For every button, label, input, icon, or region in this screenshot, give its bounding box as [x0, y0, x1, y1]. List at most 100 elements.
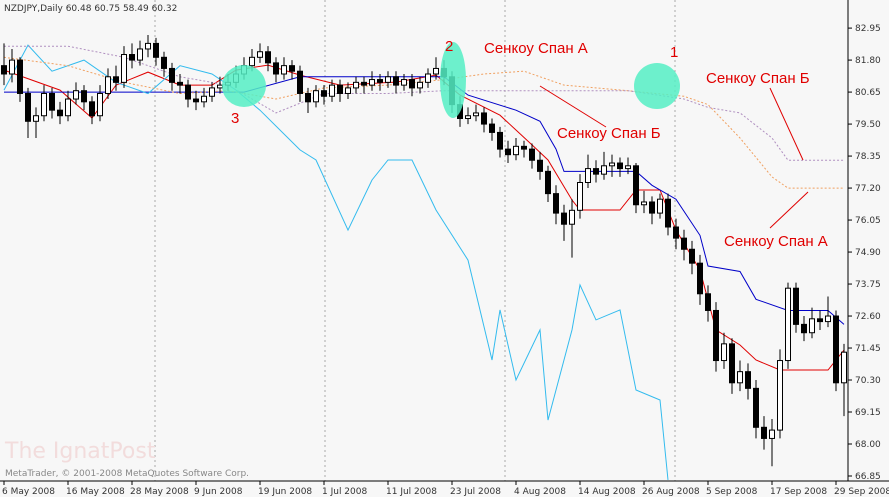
y-tick-label: 82.95	[855, 24, 881, 34]
candle-body	[497, 131, 503, 150]
y-tick-label: 81.80	[855, 56, 881, 66]
candle-body	[641, 201, 647, 206]
candle-body	[697, 262, 703, 295]
candle-body	[369, 79, 375, 86]
candle-body	[585, 168, 591, 183]
candle-body	[401, 79, 407, 86]
candle-body	[41, 92, 47, 117]
candle-body	[385, 76, 391, 83]
candle-body	[769, 429, 775, 439]
line	[3, 64, 845, 371]
candle-body	[249, 56, 255, 67]
candle-body	[561, 212, 567, 225]
candle-body	[753, 387, 759, 428]
x-tick-label: 11 Jul 2008	[386, 487, 437, 497]
candle-body	[777, 360, 783, 431]
candle-body	[73, 90, 79, 100]
candle-body	[809, 318, 815, 334]
candle-body	[793, 287, 799, 325]
candle-body	[537, 159, 543, 172]
line	[3, 56, 844, 189]
annotation: 3	[231, 110, 239, 127]
candle-body	[481, 112, 487, 125]
candle-body	[281, 65, 287, 75]
y-tick-label: 68.00	[855, 440, 881, 450]
candle-body	[649, 201, 655, 214]
x-tick-label: 29 Sep 2008	[834, 487, 889, 497]
x-tick-label: 16 May 2008	[66, 487, 125, 497]
candle-body	[169, 67, 175, 83]
y-tick-label: 70.30	[855, 376, 881, 386]
candle-body	[313, 90, 319, 103]
candle-body	[601, 165, 607, 175]
watermark: The IgnatPost	[4, 439, 156, 464]
candle-body	[353, 81, 359, 89]
y-tick-label: 71.45	[855, 344, 881, 354]
x-tick-label: 14 Aug 2008	[578, 487, 636, 497]
highlights	[222, 42, 680, 118]
candle-body	[217, 84, 223, 89]
candle-body	[745, 371, 751, 389]
candle-body	[305, 92, 311, 103]
candle-body	[129, 54, 135, 61]
y-tick-label: 80.65	[855, 88, 881, 98]
candle-body	[681, 237, 687, 250]
candle-body	[689, 248, 695, 264]
candle-body	[833, 315, 839, 384]
candle-body	[289, 65, 295, 72]
annotation: 2	[445, 38, 453, 55]
candle-body	[81, 90, 87, 103]
candle-body	[729, 343, 735, 384]
candle-body	[617, 162, 623, 170]
candle-body	[633, 165, 639, 206]
annotation: Сенкоу Спан А	[724, 233, 828, 250]
candle-body	[657, 198, 663, 214]
y-tick-label: 78.35	[855, 152, 881, 162]
candle-body	[201, 95, 207, 103]
x-tick-label: 9 Jun 2008	[194, 487, 243, 497]
x-tick-label: 26 Aug 2008	[642, 487, 700, 497]
candle-body	[801, 323, 807, 334]
y-tick-label: 66.85	[855, 472, 881, 482]
y-tick-label: 77.20	[855, 184, 881, 194]
x-tick-label: 4 Aug 2008	[514, 487, 566, 497]
leaders	[539, 85, 809, 229]
x-tick-label: 19 Jun 2008	[258, 487, 312, 497]
y-tick-label: 79.50	[855, 120, 881, 130]
candle-body	[257, 51, 263, 58]
candle-body	[553, 193, 559, 214]
candle-body	[521, 145, 527, 150]
x-tick-label: 23 Jul 2008	[450, 487, 501, 497]
candle-body	[113, 76, 119, 83]
candle-body	[785, 287, 791, 362]
candle-body	[153, 42, 159, 58]
annotation: Сенкоу Спан Б	[706, 70, 810, 87]
candle-body	[825, 315, 831, 323]
candle-body	[177, 81, 183, 86]
plot	[1, 35, 847, 480]
candle-body	[545, 170, 551, 195]
candle-body	[209, 87, 215, 97]
candle-body	[361, 81, 367, 86]
y-tick-label: 69.15	[855, 408, 881, 418]
annotation: 1	[670, 44, 678, 61]
candle-body	[121, 54, 127, 83]
y-tick-label: 76.05	[855, 216, 881, 226]
x-tick-label: 1 Jul 2008	[322, 487, 367, 497]
candle-body	[297, 70, 303, 94]
candle-body	[529, 148, 535, 161]
candle-body	[65, 98, 71, 117]
copyright: MetaTrader, © 2001-2008 MetaQuotes Softw…	[5, 469, 249, 479]
candle-body	[665, 198, 671, 228]
x-tick-label: 6 May 2008	[2, 487, 55, 497]
candle-body	[417, 81, 423, 89]
candle-body	[625, 165, 631, 170]
candle-body	[761, 426, 767, 439]
candle-body	[9, 59, 15, 75]
candle-body	[49, 92, 55, 111]
candle-body	[513, 145, 519, 156]
candle-body	[593, 168, 599, 175]
candle-body	[577, 181, 583, 211]
header: NZDJPY,Daily 60.48 60.75 58.49 60.32	[4, 4, 177, 14]
candle-body	[105, 76, 111, 94]
